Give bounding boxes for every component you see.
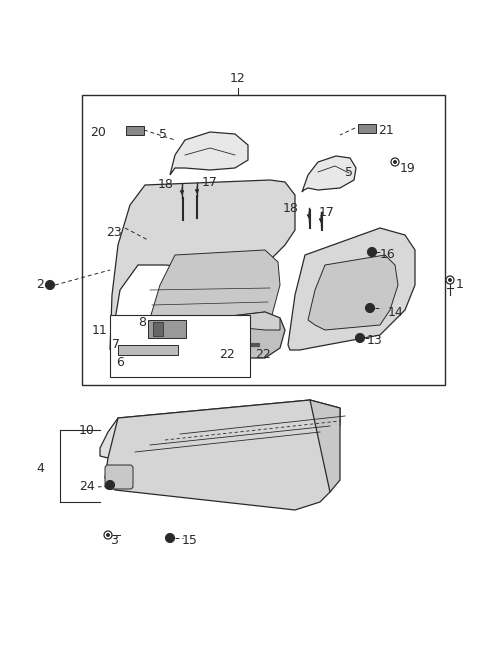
Polygon shape (308, 255, 398, 330)
Text: 16: 16 (380, 249, 396, 262)
Text: 6: 6 (116, 356, 124, 369)
Text: 12: 12 (230, 72, 246, 85)
Bar (110, 315, 250, 377)
Circle shape (104, 531, 112, 539)
Text: 21: 21 (378, 123, 394, 136)
Bar (153, 322, 163, 336)
Circle shape (368, 247, 376, 256)
Polygon shape (100, 400, 340, 458)
Text: 8: 8 (138, 316, 146, 329)
Bar (148, 320, 186, 338)
Circle shape (449, 279, 451, 281)
Circle shape (356, 333, 364, 342)
Text: 11: 11 (91, 323, 107, 337)
Text: 18: 18 (283, 201, 299, 215)
Circle shape (106, 480, 115, 489)
Polygon shape (105, 400, 330, 510)
Circle shape (394, 161, 396, 163)
Polygon shape (302, 156, 356, 192)
Text: 5: 5 (345, 165, 353, 178)
Bar (358, 123, 376, 133)
Circle shape (166, 533, 175, 543)
Bar (82, 95, 445, 385)
Circle shape (46, 281, 55, 289)
Polygon shape (148, 250, 280, 330)
Text: 15: 15 (182, 533, 198, 546)
Polygon shape (310, 400, 340, 492)
Text: 17: 17 (319, 205, 335, 218)
Polygon shape (170, 132, 248, 175)
Polygon shape (110, 180, 295, 350)
Text: 7: 7 (112, 338, 120, 352)
Text: 20: 20 (90, 127, 106, 140)
FancyBboxPatch shape (105, 465, 133, 489)
Circle shape (365, 304, 374, 312)
Bar (126, 125, 144, 134)
Text: 19: 19 (400, 161, 416, 174)
Bar (118, 345, 178, 355)
Text: 22: 22 (219, 348, 235, 361)
Polygon shape (200, 312, 280, 335)
Text: 1: 1 (456, 279, 464, 291)
Text: 10: 10 (79, 424, 95, 436)
Circle shape (446, 276, 454, 284)
Text: 3: 3 (110, 533, 118, 546)
Text: 13: 13 (367, 333, 383, 346)
Text: 22: 22 (255, 348, 271, 361)
Text: 5: 5 (159, 129, 167, 142)
Text: 17: 17 (202, 176, 218, 190)
Text: 14: 14 (388, 306, 404, 319)
Circle shape (131, 358, 140, 367)
Text: 18: 18 (158, 178, 174, 192)
Polygon shape (195, 312, 285, 358)
Text: 4: 4 (36, 462, 44, 474)
Text: 23: 23 (106, 226, 122, 239)
Polygon shape (288, 228, 415, 350)
Text: 24: 24 (79, 480, 95, 493)
Circle shape (107, 533, 109, 537)
Circle shape (391, 158, 399, 166)
Text: 2: 2 (36, 279, 44, 291)
